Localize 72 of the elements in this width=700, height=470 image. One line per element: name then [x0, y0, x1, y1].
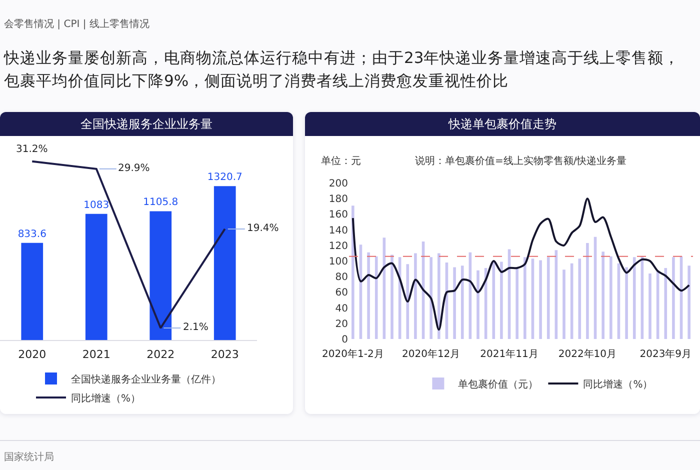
- y-tick-label: 40: [335, 303, 348, 314]
- y-tick-label: 60: [335, 288, 348, 299]
- bar: [602, 252, 604, 339]
- legend-label: 全国快递服务企业业务量（亿件）: [71, 373, 221, 386]
- x-tick-label: 2021: [82, 348, 110, 362]
- bar: [414, 253, 417, 339]
- bar: [539, 260, 542, 339]
- data-label: 31.2%: [16, 144, 48, 155]
- bar: [430, 257, 432, 339]
- bar: [578, 258, 582, 339]
- text: 国家统计局: [4, 450, 54, 464]
- x-tick-label: 2023: [210, 348, 239, 362]
- data-label: 19.4%: [247, 223, 279, 234]
- chart-title: 快递单包裹价值走势: [448, 117, 556, 132]
- x-tick-label: 2020年1-2月: [322, 348, 384, 360]
- x-tick-label: 2020: [18, 348, 46, 362]
- y-tick-label: 0: [342, 334, 348, 346]
- x-tick-label: 2020年12月: [402, 348, 460, 360]
- bar: [672, 257, 675, 339]
- bar: [524, 257, 526, 339]
- bar: [610, 256, 612, 339]
- bar: [648, 273, 652, 339]
- y-tick-label: 200: [328, 178, 348, 190]
- text: 说明：单包裹价值=线上实物零售额/快递业务量: [415, 155, 627, 167]
- text: 快递业务量屡创新高，电商物流总体运行稳中有进；由于23年快递业务量增速高于线上零售额，: [4, 48, 680, 69]
- bar: [562, 270, 566, 339]
- chart-title: 全国快递服务企业业务量: [80, 117, 212, 132]
- text: 包裹平均价值同比下降9%，侧面说明了消费者线上消费愈发重视性价比: [4, 71, 509, 92]
- bar: [367, 252, 370, 339]
- y-tick-label: 80: [335, 272, 348, 284]
- bar: [625, 267, 628, 339]
- y-axis-title: 单位：元: [321, 155, 361, 167]
- legend-label: 同比增速（%）: [583, 378, 653, 390]
- data-label: 1320.7: [207, 172, 242, 184]
- bar: [374, 256, 378, 339]
- bar: [688, 266, 690, 339]
- bar: [21, 242, 44, 340]
- bar: [406, 264, 410, 339]
- x-tick-label: 2021年11月: [480, 348, 538, 360]
- bar: [438, 253, 440, 339]
- data-label: 2.1%: [183, 322, 208, 333]
- bar: [516, 267, 518, 339]
- bar: [214, 186, 236, 340]
- bar: [453, 267, 456, 339]
- data-label: 1083: [84, 200, 110, 211]
- y-tick-label: 140: [328, 225, 348, 236]
- bar: [492, 262, 496, 339]
- x-tick-label: 2022年10月: [558, 348, 617, 360]
- data-label: 833.6: [18, 228, 46, 240]
- data-label: 1105.8: [143, 197, 178, 208]
- x-tick-label: 2022: [146, 348, 175, 362]
- legend-label: 单包裹价值（元）: [458, 378, 538, 390]
- bar: [500, 262, 503, 339]
- bar: [546, 257, 550, 339]
- bar: [586, 243, 589, 339]
- y-tick-label: 160: [328, 210, 348, 221]
- line-series: [352, 198, 690, 331]
- bar: [476, 270, 480, 339]
- y-tick-label: 120: [328, 240, 348, 252]
- bar: [460, 266, 464, 339]
- y-tick-label: 180: [328, 194, 348, 206]
- bar: [664, 268, 668, 339]
- bar: [150, 211, 172, 340]
- bar: [390, 254, 394, 339]
- text: 会零售情况 | CPI | 线上零售情况: [4, 18, 150, 31]
- y-tick-label: 100: [328, 256, 348, 268]
- y-tick-label: 20: [335, 318, 348, 330]
- bar: [85, 214, 108, 340]
- bar: [632, 257, 636, 339]
- legend-label: 同比增速（%）: [71, 392, 141, 404]
- data-label: 29.9%: [118, 163, 150, 174]
- x-tick-label: 2023年9月: [640, 348, 692, 360]
